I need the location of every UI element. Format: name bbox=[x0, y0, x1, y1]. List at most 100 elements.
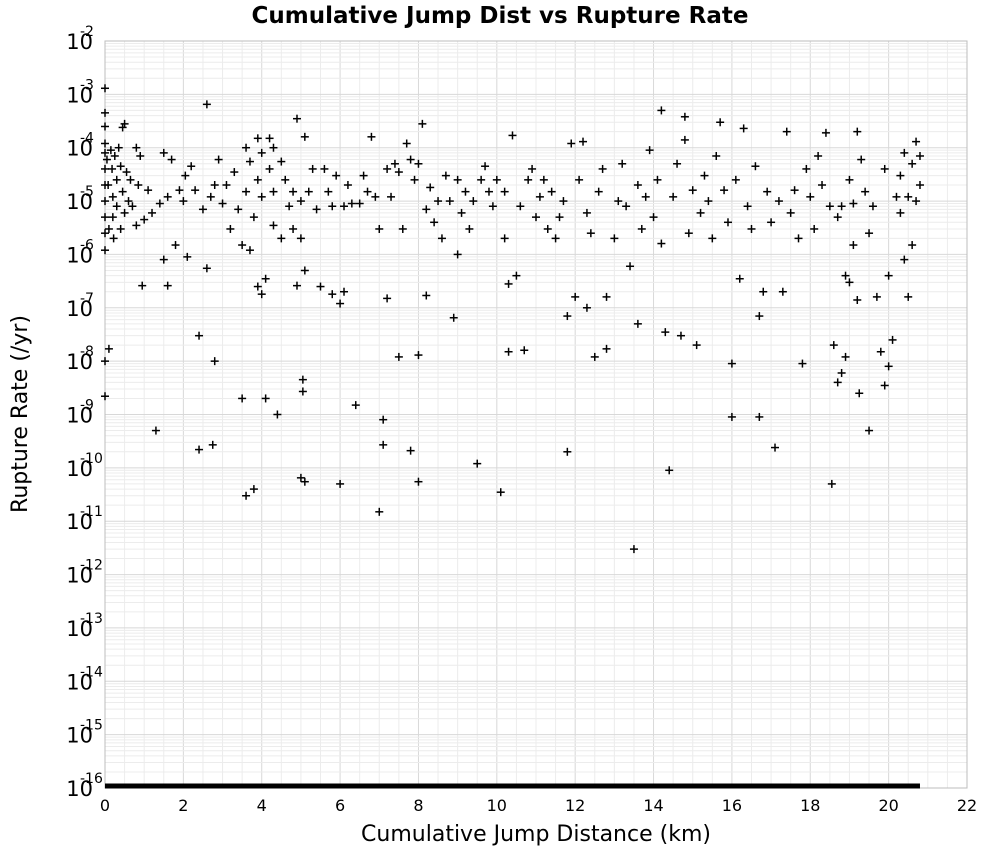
y-tick-label: 10 bbox=[66, 190, 93, 214]
data-point bbox=[175, 186, 184, 195]
data-point bbox=[269, 187, 278, 196]
data-point bbox=[136, 151, 145, 160]
data-point bbox=[861, 187, 870, 196]
data-point bbox=[285, 202, 294, 211]
data-point bbox=[422, 291, 431, 300]
data-point bbox=[720, 186, 729, 195]
data-point bbox=[500, 234, 509, 243]
data-point bbox=[261, 394, 270, 403]
data-point bbox=[296, 473, 305, 482]
data-point bbox=[242, 143, 251, 152]
y-tick-label: 10 bbox=[66, 404, 93, 428]
data-point bbox=[347, 199, 356, 208]
data-point bbox=[837, 368, 846, 377]
data-point bbox=[696, 208, 705, 217]
y-tick-exponent: -16 bbox=[80, 771, 103, 787]
data-point bbox=[101, 392, 109, 401]
data-point bbox=[563, 447, 572, 456]
data-point bbox=[101, 139, 109, 148]
data-point bbox=[524, 175, 533, 184]
data-point bbox=[179, 197, 188, 206]
data-point bbox=[496, 488, 505, 497]
data-point bbox=[112, 175, 121, 184]
data-point bbox=[159, 255, 168, 264]
data-point bbox=[661, 328, 670, 337]
data-point bbox=[273, 410, 282, 419]
y-tick-exponent: -10 bbox=[80, 451, 103, 467]
data-point bbox=[641, 192, 650, 201]
data-point bbox=[543, 224, 552, 233]
data-point bbox=[210, 357, 219, 366]
data-point bbox=[555, 213, 564, 222]
data-point bbox=[242, 491, 251, 500]
data-point bbox=[363, 187, 372, 196]
data-point bbox=[414, 159, 423, 168]
data-point bbox=[343, 181, 352, 190]
data-point bbox=[700, 171, 709, 180]
data-point bbox=[684, 229, 693, 238]
data-point bbox=[853, 295, 862, 304]
data-point bbox=[723, 218, 732, 227]
y-tick-exponent: -13 bbox=[80, 611, 103, 627]
data-point bbox=[106, 146, 115, 155]
data-point bbox=[242, 187, 251, 196]
y-tick-label: 10 bbox=[66, 670, 93, 694]
data-point bbox=[410, 175, 419, 184]
data-point bbox=[512, 271, 521, 280]
data-point bbox=[477, 175, 486, 184]
data-point bbox=[453, 250, 462, 259]
data-point bbox=[124, 197, 133, 206]
data-point bbox=[453, 175, 462, 184]
data-point bbox=[900, 148, 909, 157]
y-tick-exponent: -8 bbox=[80, 344, 94, 360]
data-point bbox=[896, 208, 905, 217]
data-point bbox=[853, 127, 862, 136]
data-point bbox=[312, 205, 321, 214]
data-point bbox=[434, 197, 443, 206]
data-point bbox=[383, 294, 392, 303]
data-point bbox=[806, 192, 815, 201]
data-point bbox=[888, 335, 897, 344]
data-point bbox=[101, 197, 109, 206]
x-tick-label: 6 bbox=[335, 796, 345, 815]
data-point bbox=[128, 202, 137, 211]
data-point bbox=[680, 112, 689, 121]
data-point bbox=[676, 331, 685, 340]
data-point bbox=[102, 155, 111, 164]
data-point bbox=[504, 347, 513, 356]
data-point bbox=[101, 213, 109, 222]
data-point bbox=[202, 264, 211, 273]
x-tick-label: 10 bbox=[487, 796, 507, 815]
data-point bbox=[257, 290, 266, 299]
data-point bbox=[912, 137, 921, 146]
data-point bbox=[101, 246, 109, 255]
data-point bbox=[516, 202, 525, 211]
data-point bbox=[633, 181, 642, 190]
data-point bbox=[582, 208, 591, 217]
y-tick-label: 10 bbox=[66, 457, 93, 481]
data-point bbox=[108, 164, 117, 173]
data-point bbox=[249, 213, 258, 222]
data-point bbox=[269, 221, 278, 230]
x-tick-label: 18 bbox=[800, 796, 820, 815]
y-tick-exponent: -9 bbox=[80, 398, 94, 414]
data-point bbox=[841, 271, 850, 280]
data-point bbox=[457, 208, 466, 217]
x-tick-label: 16 bbox=[722, 796, 742, 815]
data-point bbox=[359, 171, 368, 180]
x-tick-label: 2 bbox=[178, 796, 188, 815]
grid-lines bbox=[104, 40, 968, 789]
data-point bbox=[101, 148, 109, 157]
data-point bbox=[109, 234, 118, 243]
y-tick-label: 10 bbox=[66, 350, 93, 374]
data-point bbox=[257, 192, 266, 201]
data-point bbox=[567, 139, 576, 148]
data-point bbox=[880, 164, 889, 173]
data-point bbox=[751, 162, 760, 171]
data-point bbox=[118, 187, 127, 196]
data-point bbox=[712, 151, 721, 160]
data-point bbox=[300, 266, 309, 275]
data-point bbox=[618, 159, 627, 168]
data-point bbox=[122, 168, 131, 177]
data-point bbox=[300, 132, 309, 141]
